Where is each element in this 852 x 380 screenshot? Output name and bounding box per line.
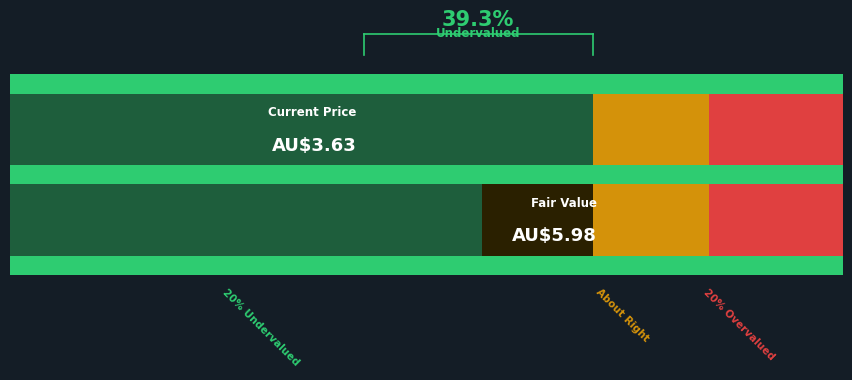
Text: AU$3.63: AU$3.63 bbox=[272, 137, 356, 155]
Bar bbox=[10, 165, 842, 184]
Text: Undervalued: Undervalued bbox=[435, 27, 520, 40]
Bar bbox=[709, 94, 842, 165]
Text: Fair Value: Fair Value bbox=[530, 197, 596, 210]
Text: Current Price: Current Price bbox=[268, 106, 356, 119]
Bar bbox=[10, 94, 363, 165]
Text: 20% Undervalued: 20% Undervalued bbox=[221, 287, 301, 367]
Bar bbox=[10, 184, 592, 256]
Bar bbox=[592, 184, 709, 256]
Text: 20% Overvalued: 20% Overvalued bbox=[700, 287, 775, 362]
Text: About Right: About Right bbox=[594, 287, 650, 344]
Text: 39.3%: 39.3% bbox=[441, 10, 514, 30]
Bar bbox=[10, 94, 592, 165]
Bar bbox=[481, 184, 592, 256]
Bar bbox=[709, 184, 842, 256]
Text: AU$5.98: AU$5.98 bbox=[511, 228, 596, 245]
Bar bbox=[10, 256, 842, 275]
Bar bbox=[592, 94, 709, 165]
Bar bbox=[10, 74, 842, 94]
